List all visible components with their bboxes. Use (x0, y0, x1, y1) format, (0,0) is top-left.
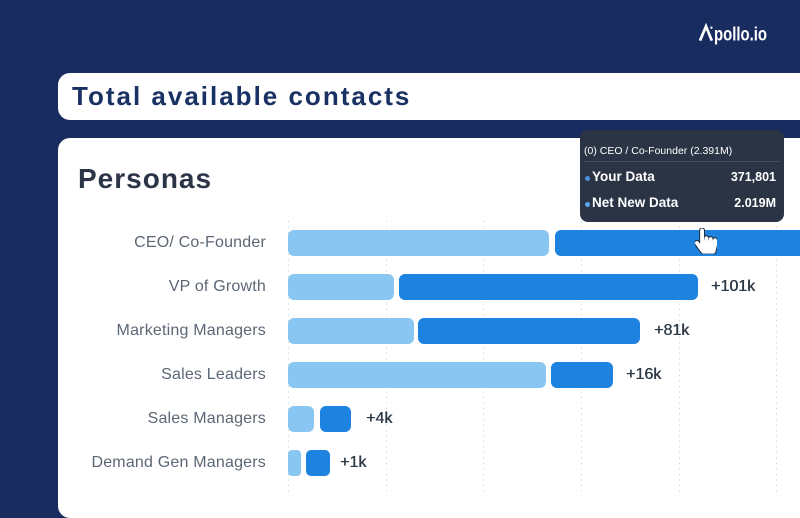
svg-text:pollo.io: pollo.io (714, 24, 767, 45)
